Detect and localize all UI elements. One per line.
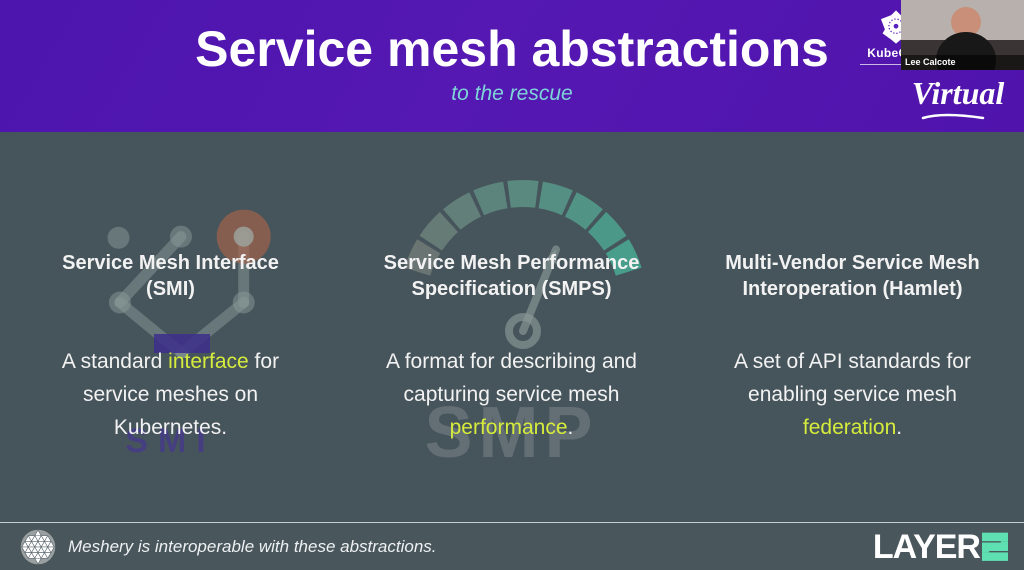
svg-text:Virtual: Virtual: [912, 75, 1005, 111]
